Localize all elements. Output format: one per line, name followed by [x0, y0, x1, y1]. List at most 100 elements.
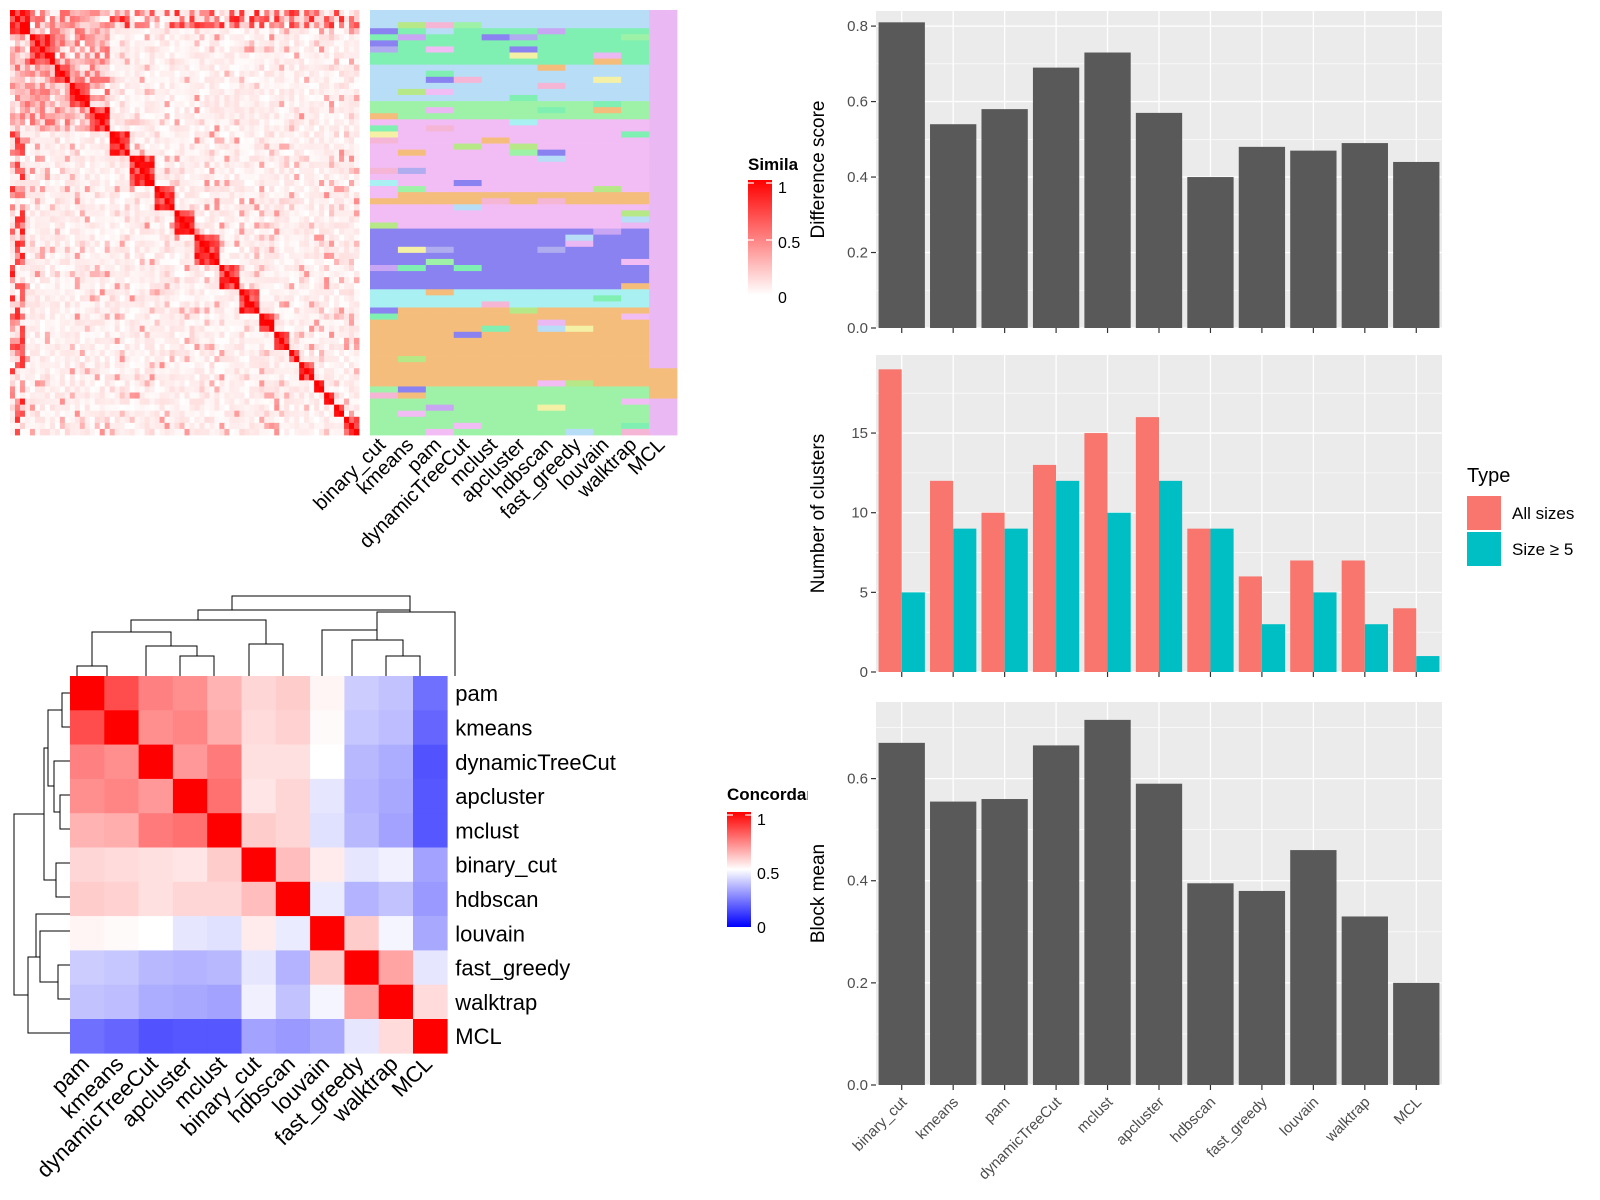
similarity-cell	[314, 22, 320, 29]
similarity-cell	[229, 161, 235, 169]
similarity-cell	[254, 362, 260, 369]
similarity-cell	[284, 246, 290, 254]
similarity-cell	[139, 313, 146, 321]
similarity-cell	[39, 76, 46, 84]
similarity-cell	[229, 301, 235, 308]
similarity-cell	[119, 76, 126, 84]
similarity-cell	[304, 319, 310, 327]
similarity-cell	[174, 222, 180, 229]
similarity-cell	[149, 240, 155, 248]
similarity-cell	[259, 258, 265, 266]
similarity-cell	[54, 386, 61, 393]
similarity-cell	[44, 210, 51, 217]
similarity-cell	[214, 34, 220, 41]
similarity-cell	[269, 34, 275, 41]
similarity-cell	[269, 319, 275, 327]
similarity-cell	[234, 46, 240, 53]
similarity-cell	[199, 40, 205, 47]
similarity-cell	[19, 228, 26, 236]
similarity-cell	[224, 192, 230, 199]
similarity-cell	[299, 52, 305, 59]
similarity-cell	[324, 10, 330, 17]
similarity-cell	[34, 16, 41, 23]
similarity-cell	[59, 222, 66, 229]
similarity-cell	[264, 22, 270, 29]
similarity-cell	[334, 368, 340, 375]
similarity-cell	[104, 198, 111, 205]
similarity-cell	[214, 186, 220, 193]
similarity-cell	[219, 186, 225, 193]
similarity-cell	[234, 204, 240, 211]
similarity-cell	[224, 167, 230, 175]
similarity-cell	[94, 161, 101, 169]
similarity-cell	[164, 82, 170, 90]
similarity-cell	[189, 222, 195, 229]
similarity-cell	[329, 343, 335, 351]
similarity-cell	[144, 46, 150, 53]
similarity-cell	[334, 34, 340, 41]
similarity-cell	[154, 301, 160, 308]
similarity-cell	[14, 307, 21, 314]
similarity-cell	[24, 265, 31, 272]
similarity-cell	[84, 374, 91, 381]
similarity-cell	[144, 283, 150, 290]
similarity-cell	[144, 325, 150, 333]
similarity-cell	[79, 192, 86, 199]
similarity-cell	[274, 428, 280, 436]
similarity-cell	[169, 265, 175, 272]
similarity-cell	[204, 271, 210, 278]
similarity-cell	[124, 10, 131, 17]
similarity-cell	[289, 240, 295, 248]
similarity-cell	[34, 10, 41, 17]
similarity-cell	[114, 343, 121, 351]
similarity-cell	[154, 362, 160, 369]
similarity-cell	[164, 22, 170, 29]
similarity-cell	[64, 70, 71, 78]
similarity-cell	[299, 119, 305, 126]
similarity-cell	[319, 10, 325, 17]
similarity-cell	[129, 240, 136, 248]
similarity-cell	[294, 392, 300, 399]
similarity-cell	[344, 410, 350, 418]
similarity-cell	[284, 137, 290, 144]
similarity-cell	[209, 283, 215, 290]
similarity-cell	[159, 368, 165, 375]
similarity-cell	[159, 131, 165, 138]
similarity-cell	[249, 252, 255, 260]
similarity-cell	[264, 64, 270, 72]
similarity-cell	[279, 386, 285, 393]
similarity-cell	[269, 222, 275, 229]
similarity-cell	[129, 252, 136, 260]
similarity-cell	[64, 149, 71, 157]
similarity-cell	[284, 392, 290, 399]
similarity-cell	[59, 198, 66, 205]
similarity-cell	[159, 289, 165, 296]
similarity-cell	[54, 337, 61, 345]
similarity-cell	[209, 70, 215, 78]
similarity-cell	[109, 113, 116, 120]
similarity-cell	[104, 301, 111, 308]
similarity-cell	[99, 22, 106, 29]
similarity-cell	[194, 173, 200, 181]
similarity-cell	[219, 58, 225, 66]
class-cell	[370, 155, 399, 163]
similarity-cell	[119, 10, 126, 17]
similarity-cell	[279, 258, 285, 266]
similarity-cell	[24, 283, 31, 290]
similarity-cell	[194, 386, 200, 393]
similarity-cell	[44, 113, 51, 120]
similarity-cell	[29, 380, 36, 387]
similarity-cell	[39, 398, 46, 406]
similarity-cell	[84, 113, 91, 120]
similarity-cell	[229, 88, 235, 96]
similarity-cell	[289, 301, 295, 308]
similarity-cell	[209, 137, 215, 144]
similarity-cell	[254, 228, 260, 236]
similarity-cell	[289, 40, 295, 47]
similarity-cell	[219, 52, 225, 59]
similarity-cell	[289, 246, 295, 254]
similarity-cell	[224, 113, 230, 120]
similarity-cell	[239, 416, 245, 424]
similarity-cell	[79, 204, 86, 211]
similarity-cell	[29, 107, 36, 114]
